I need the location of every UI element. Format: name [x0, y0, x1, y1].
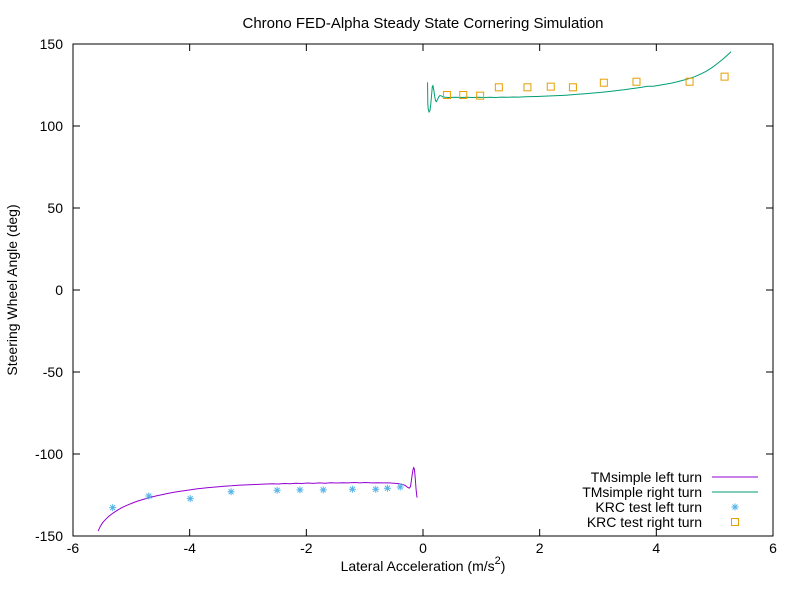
open-square-marker [685, 77, 694, 86]
y-tick-label: 0 [55, 282, 63, 298]
asterisk-marker [186, 495, 194, 503]
y-tick-label: -50 [43, 364, 63, 380]
y-axis-ticks: -150 -100 -50 0 50 100 150 [35, 36, 773, 544]
asterisk-marker [109, 504, 117, 512]
asterisk-marker [319, 486, 327, 494]
asterisk-marker [348, 485, 356, 493]
x-tick-label: 0 [419, 540, 427, 556]
asterisk-marker [383, 484, 391, 492]
legend-marker-sample [731, 518, 739, 526]
open-square-marker [568, 83, 577, 92]
legend-label-tmsimple-left: TMsimple left turn [591, 469, 702, 485]
open-square-marker [476, 91, 485, 100]
x-tick-label: -6 [67, 540, 80, 556]
open-square-marker [599, 78, 608, 87]
asterisk-marker [396, 483, 404, 491]
x-axis-label-superscript: 2 [495, 555, 501, 567]
series-points-krc-test-right-turn [442, 72, 729, 100]
legend-label-tmsimple-right: TMsimple right turn [582, 484, 702, 500]
y-tick-label: -100 [35, 446, 63, 462]
y-axis-label: Steering Wheel Angle (deg) [4, 204, 20, 375]
open-square-marker [720, 72, 729, 81]
y-tick-label: 150 [40, 36, 64, 52]
series-points-krc-test-left-turn [109, 483, 404, 512]
asterisk-marker [372, 485, 380, 493]
y-tick-label: 50 [47, 200, 63, 216]
open-square-marker [632, 77, 641, 86]
open-square-marker [459, 91, 468, 100]
legend-label-krc-right: KRC test right turn [587, 514, 702, 530]
legend: TMsimple left turn TMsimple right turn K… [582, 469, 758, 530]
open-square-marker [494, 83, 503, 92]
x-axis-label: Lateral Acceleration (m/s2) [341, 555, 506, 574]
y-tick-label: 100 [40, 118, 64, 134]
open-square-marker [523, 83, 532, 92]
asterisk-marker [296, 486, 304, 494]
series-line-tmsimple-right-turn [427, 51, 732, 114]
x-tick-label: 6 [769, 540, 777, 556]
y-tick-label: -150 [35, 528, 63, 544]
chart-title: Chrono FED-Alpha Steady State Cornering … [242, 15, 603, 32]
x-tick-label: 2 [536, 540, 544, 556]
asterisk-marker [227, 488, 235, 496]
x-tick-label: -4 [183, 540, 196, 556]
x-tick-label: 4 [652, 540, 660, 556]
asterisk-marker [145, 492, 153, 500]
series-layer [97, 51, 732, 532]
x-axis-label-main: Lateral Acceleration (m/s [341, 558, 495, 574]
x-axis-ticks: -6 -4 -2 0 2 4 6 [67, 44, 777, 556]
legend-marker-sample [731, 503, 739, 511]
x-tick-label: -2 [300, 540, 313, 556]
legend-samples [712, 476, 758, 526]
x-axis-label-close: ) [501, 558, 506, 574]
open-square-marker [546, 82, 555, 91]
legend-label-krc-left: KRC test left turn [595, 499, 702, 515]
asterisk-marker [273, 486, 281, 494]
open-square-marker [442, 91, 451, 100]
